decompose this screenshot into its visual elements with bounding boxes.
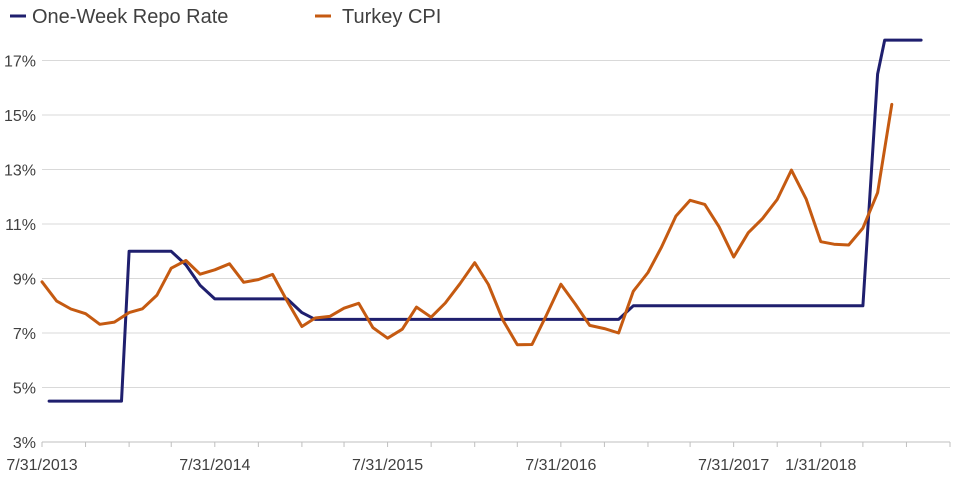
y-tick-label: 7% <box>13 326 36 343</box>
y-axis: 3% 5% 7% 9% 11% 13% 15% 17% <box>4 54 36 452</box>
x-tick-label: 7/31/2013 <box>6 457 77 474</box>
legend-label-repo: One-Week Repo Rate <box>32 6 228 28</box>
y-tick-label: 17% <box>4 54 36 71</box>
legend-item-cpi: Turkey CPI <box>315 6 441 28</box>
legend-item-repo: One-Week Repo Rate <box>10 6 228 28</box>
y-tick-label: 13% <box>4 163 36 180</box>
repo-rate-line <box>47 38 923 403</box>
x-tick-label: 7/31/2016 <box>525 457 596 474</box>
x-tick-label: 1/31/2018 <box>785 457 856 474</box>
x-axis: 7/31/2013 7/31/2014 7/31/2015 7/31/2016 7/31… <box>6 441 951 474</box>
y-tick-label: 3% <box>13 435 36 452</box>
y-tick-label: 5% <box>13 381 36 398</box>
plot-area <box>40 38 923 403</box>
x-tick-label: 7/31/2015 <box>352 457 423 474</box>
legend-label-cpi: Turkey CPI <box>342 6 441 28</box>
y-tick-label: 9% <box>13 272 36 289</box>
legend: One-Week Repo Rate Turkey CPI <box>10 6 441 28</box>
x-tick-label: 7/31/2017 <box>698 457 769 474</box>
x-tick-label: 7/31/2014 <box>179 457 250 474</box>
y-tick-label: 15% <box>4 108 36 125</box>
cpi-line <box>40 102 894 347</box>
y-tick-label: 11% <box>5 217 36 234</box>
gridlines <box>42 60 950 389</box>
